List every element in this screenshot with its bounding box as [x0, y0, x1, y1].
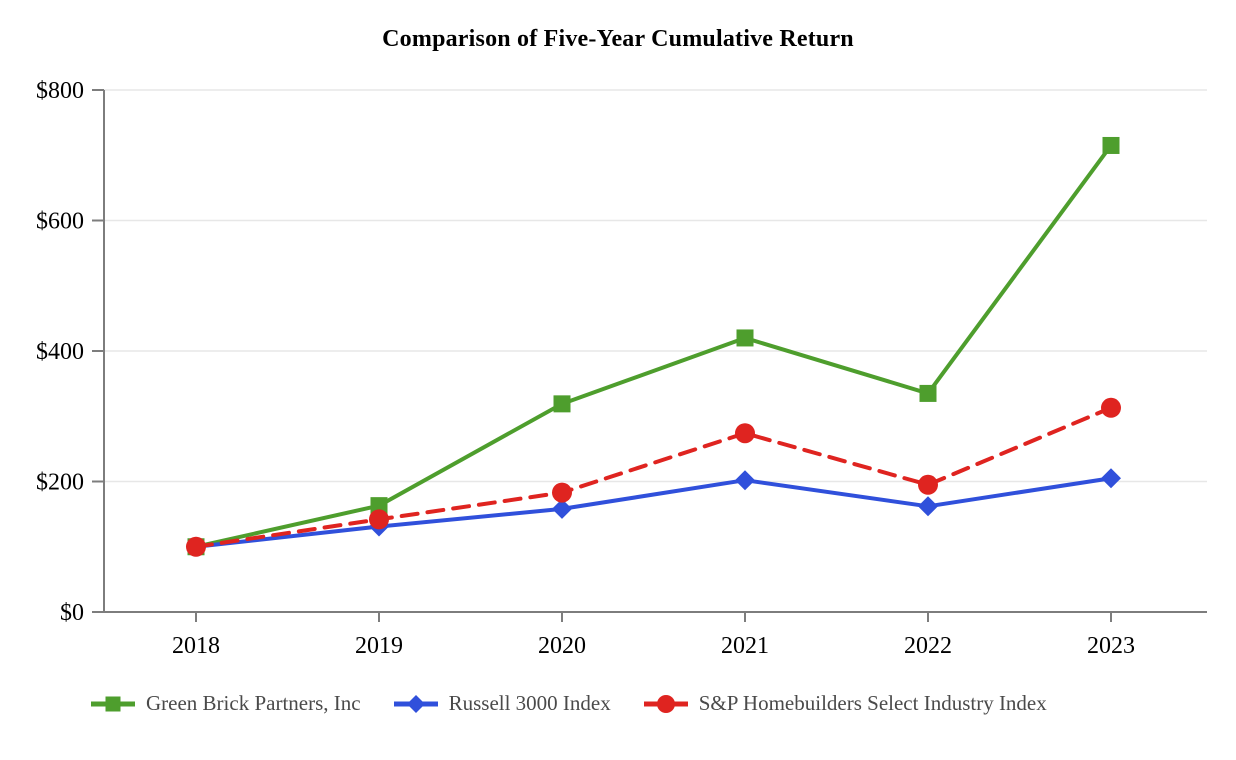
series-green-brick-partners-inc: [187, 136, 1120, 556]
x-axis-tick-label: 2020: [538, 633, 586, 659]
diamond-marker: [918, 496, 938, 517]
legend-diamond-marker-icon: [393, 694, 438, 713]
x-axis-tick-label: 2021: [721, 633, 769, 659]
y-axis-tick-label: $0: [60, 600, 84, 626]
chart-legend: Green Brick Partners, Inc Russell 3000 In…: [90, 691, 1047, 716]
square-marker: [1102, 136, 1120, 154]
legend-item-green-brick-partners-inc: Green Brick Partners, Inc: [90, 691, 361, 716]
circle-marker: [918, 474, 938, 495]
square-marker: [919, 384, 937, 402]
y-axis-tick-label: $200: [36, 470, 84, 496]
diamond-marker: [552, 498, 572, 519]
chart-title: Comparison of Five-Year Cumulative Retur…: [382, 26, 854, 52]
square-marker: [553, 395, 571, 413]
x-axis-tick-label: 2022: [904, 633, 952, 659]
circle-marker: [1101, 397, 1121, 418]
series-line: [194, 405, 1113, 549]
circle-marker: [656, 694, 675, 713]
x-axis-tick-label: 2019: [355, 633, 403, 659]
circle-marker: [552, 482, 572, 503]
x-axis-tick-label: 2023: [1087, 633, 1135, 659]
y-axis-tick-label: $600: [36, 209, 84, 235]
legend-item-russell-3000-index: Russell 3000 Index: [393, 691, 611, 716]
square-marker: [105, 696, 121, 711]
circle-marker: [369, 509, 389, 530]
legend-circle-marker-icon: [643, 694, 688, 713]
circle-marker: [735, 423, 755, 444]
y-axis-tick-label: $400: [36, 339, 84, 365]
series-line: [194, 143, 1113, 549]
square-marker: [370, 497, 388, 515]
y-axis-tick-label: $800: [36, 78, 84, 104]
diamond-marker: [406, 694, 425, 713]
diamond-marker: [1101, 468, 1121, 489]
x-axis-tick-label: 2018: [172, 633, 220, 659]
square-marker: [736, 329, 754, 347]
series-line: [194, 476, 1113, 549]
series-s-p-homebuilders-select-industry-index: [186, 397, 1121, 557]
circle-marker: [186, 536, 206, 557]
legend-square-marker-icon: [91, 696, 135, 711]
legend-item-s-p-homebuilders-select-industry-index: S&P Homebuilders Select Industry Index: [643, 691, 1047, 716]
legend-label: Russell 3000 Index: [448, 691, 611, 715]
diamond-marker: [735, 470, 755, 491]
legend-label: Green Brick Partners, Inc: [146, 691, 361, 715]
legend-label: S&P Homebuilders Select Industry Index: [698, 691, 1047, 715]
